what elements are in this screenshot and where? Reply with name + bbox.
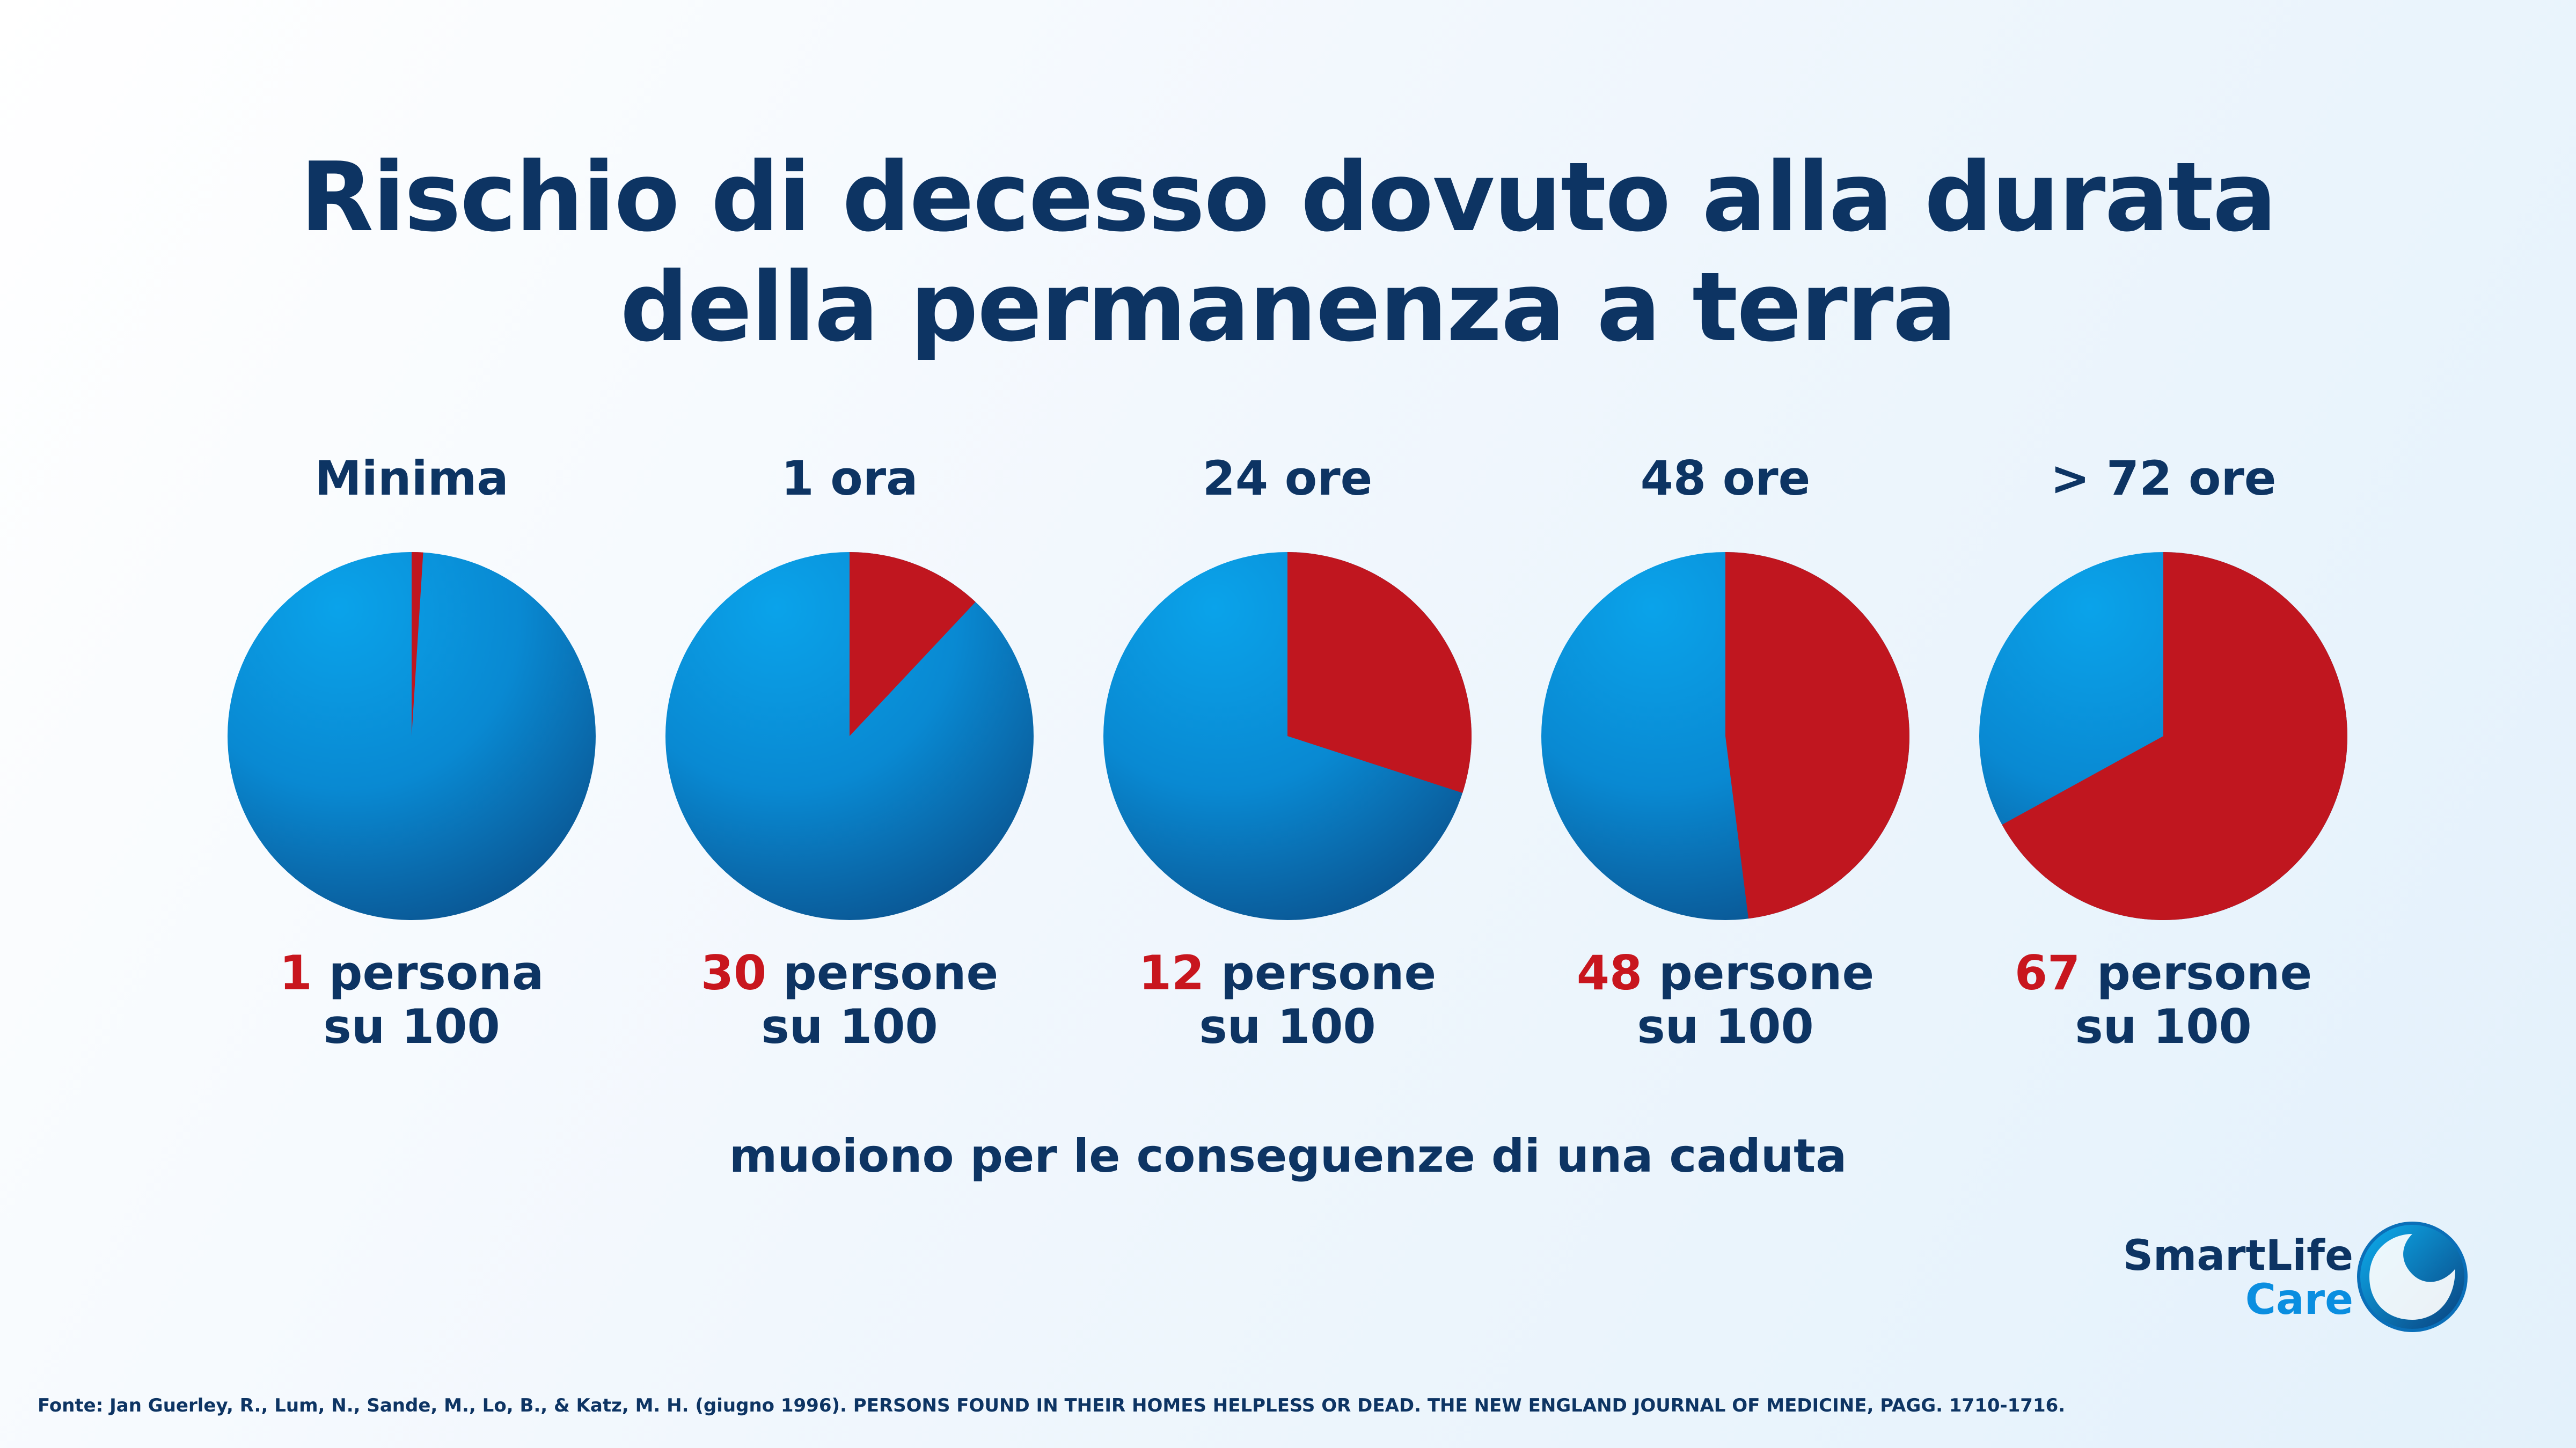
logo-line-1: SmartLife — [2123, 1232, 2353, 1280]
value-number: 30 — [700, 945, 767, 1001]
pie-value-label-24-ore: 12 persone su 100 — [1073, 946, 1502, 1054]
pie-slice-death-48-ore — [1725, 552, 1909, 919]
value-number: 48 — [1576, 945, 1643, 1001]
pie-slice-death-24-ore — [1287, 552, 1472, 793]
logo-swirl-icon — [2357, 1222, 2468, 1332]
value-suffix: su 100 — [1199, 999, 1376, 1054]
chart-title: Rischio di decesso dovuto alla durata de… — [0, 142, 2576, 362]
value-number: 67 — [2014, 945, 2081, 1001]
value-suffix: su 100 — [1637, 999, 1814, 1054]
logo-text: SmartLife Care — [2082, 1234, 2353, 1322]
chart-title-line-1: Rischio di decesso dovuto alla durata — [300, 142, 2277, 253]
value-number: 1 — [279, 945, 312, 1001]
pie-slice-death-1-ora — [850, 552, 976, 736]
pie-category-label-1-ora: 1 ora — [781, 451, 918, 506]
value-unit: persone — [2096, 945, 2312, 1001]
smartlife-care-logo: SmartLife Care — [2082, 1218, 2469, 1347]
value-number: 12 — [1138, 945, 1205, 1001]
pie-value-label-48-ore: 48 persone su 100 — [1511, 946, 1940, 1054]
pie-category-label-72-ore: > 72 ore — [2050, 451, 2277, 506]
source-citation: Fonte: Jan Guerley, R., Lum, N., Sande, … — [38, 1395, 2066, 1416]
value-unit: persone — [1658, 945, 1875, 1001]
chart-title-line-2: della permanenza a terra — [620, 252, 1957, 363]
pie-value-label-72-ore: 67 persone su 100 — [1949, 946, 2378, 1054]
value-suffix: su 100 — [2075, 999, 2252, 1054]
pie-value-label-1-ora: 30 persone su 100 — [635, 946, 1064, 1054]
pie-slice-death-72-ore — [2002, 552, 2347, 921]
pie-value-label-minima: 1 persona su 100 — [197, 946, 626, 1054]
chart-subtitle: muoiono per le conseguenze di una caduta — [729, 1129, 1847, 1183]
value-suffix: su 100 — [761, 999, 938, 1054]
pie-category-label-24-ore: 24 ore — [1202, 451, 1373, 506]
value-unit: persone — [782, 945, 999, 1001]
pie-slice-death-minima — [412, 552, 423, 736]
value-unit: persona — [328, 945, 544, 1001]
logo-line-2: Care — [2245, 1276, 2353, 1324]
value-unit: persone — [1220, 945, 1437, 1001]
value-suffix: su 100 — [323, 999, 500, 1054]
pie-category-label-48-ore: 48 ore — [1640, 451, 1811, 506]
pie-category-label-minima: Minima — [314, 451, 509, 506]
